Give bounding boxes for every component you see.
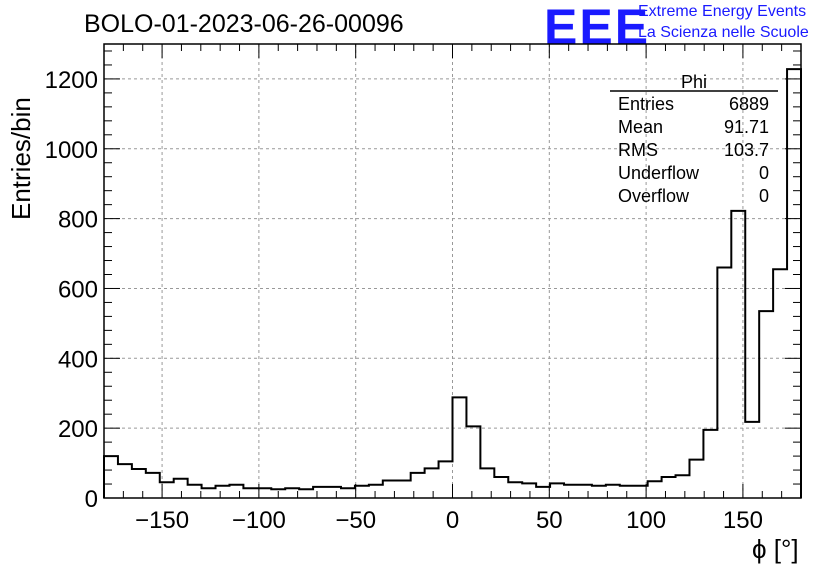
x-tick-label: 50 — [536, 507, 563, 534]
x-tick-label: 150 — [723, 507, 763, 534]
y-tick-label: 1000 — [45, 137, 98, 164]
histogram-bin — [787, 69, 801, 498]
histogram-bin — [104, 456, 118, 498]
stats-box-value: 0 — [759, 186, 769, 206]
stats-box-label: Entries — [618, 94, 674, 114]
stats-box-label: Overflow — [618, 186, 690, 206]
histogram-bin — [466, 426, 480, 498]
logo-subtitle-line2: La Scienza nelle Scuole — [638, 24, 809, 41]
y-tick-label: 800 — [58, 207, 98, 234]
histogram-bin — [717, 268, 731, 498]
y-tick-label: 200 — [58, 416, 98, 443]
logo-subtitle-line1: Extreme Energy Events — [638, 3, 807, 20]
histogram-bin — [132, 469, 146, 498]
stats-box-label: Underflow — [618, 163, 700, 183]
histogram-bin — [397, 481, 411, 498]
histogram-bin — [229, 485, 243, 498]
histogram-bin — [494, 477, 508, 498]
histogram-bin — [564, 485, 578, 498]
histogram-outline — [103, 68, 802, 498]
y-tick-label: 600 — [58, 276, 98, 303]
histogram-bin — [341, 488, 355, 498]
histogram-bin — [592, 486, 606, 498]
x-tick-label: −50 — [335, 507, 376, 534]
histogram-bin — [662, 477, 676, 498]
x-tick-label: −150 — [135, 507, 189, 534]
histogram-bin — [355, 486, 369, 498]
y-tick-label: 0 — [85, 486, 98, 513]
histogram-bin — [731, 211, 745, 498]
histogram-bin — [480, 468, 494, 498]
histogram-bin — [299, 489, 313, 498]
histogram-bin — [243, 488, 257, 498]
histogram-bin — [313, 487, 327, 498]
x-tick-label: 0 — [446, 507, 459, 534]
histogram-bin — [536, 487, 550, 498]
histogram-bin — [550, 483, 564, 498]
histogram-bin — [257, 488, 271, 498]
histogram-bin — [425, 468, 439, 498]
histogram-bin — [522, 483, 536, 498]
histogram-bin — [439, 461, 453, 498]
histogram-bin — [146, 473, 160, 498]
histogram-bin — [676, 475, 690, 498]
y-axis-label: Entries/bin — [6, 97, 36, 220]
stats-box-label: RMS — [618, 140, 658, 160]
histogram-bin — [689, 460, 703, 498]
histogram-bin — [216, 486, 230, 498]
stats-box-value: 6889 — [729, 94, 769, 114]
eee-logo: EEE — [544, 0, 651, 55]
histogram-bin — [188, 485, 202, 498]
histogram-bin — [202, 488, 216, 498]
stats-box-value: 91.71 — [724, 117, 769, 137]
stats-box-label: Mean — [618, 117, 663, 137]
x-tick-label: 100 — [626, 507, 666, 534]
histogram-bin — [369, 485, 383, 498]
chart-title: BOLO-01-2023-06-26-00096 — [84, 10, 404, 38]
histogram-bin — [759, 311, 773, 498]
stats-box-value: 103.7 — [724, 140, 769, 160]
histogram-bin — [745, 422, 759, 498]
y-tick-label: 400 — [58, 346, 98, 373]
histogram-bin — [703, 430, 717, 498]
x-tick-label: −100 — [232, 507, 286, 534]
histogram-bin — [453, 397, 467, 498]
histogram-bin — [578, 485, 592, 498]
histogram-bin — [118, 464, 132, 498]
y-tick-label: 1200 — [45, 67, 98, 94]
histogram-bin — [634, 486, 648, 498]
x-axis-label: ϕ [°] — [752, 534, 799, 564]
histogram-bin — [606, 485, 620, 498]
histogram-bin — [327, 487, 341, 498]
histogram-bin — [411, 473, 425, 498]
histogram-bin — [174, 479, 188, 498]
stats-box-value: 0 — [759, 163, 769, 183]
histogram-bin — [773, 269, 787, 498]
stats-box-title: Phi — [681, 72, 707, 92]
histogram-bin — [285, 488, 299, 498]
histogram-bin — [648, 481, 662, 498]
